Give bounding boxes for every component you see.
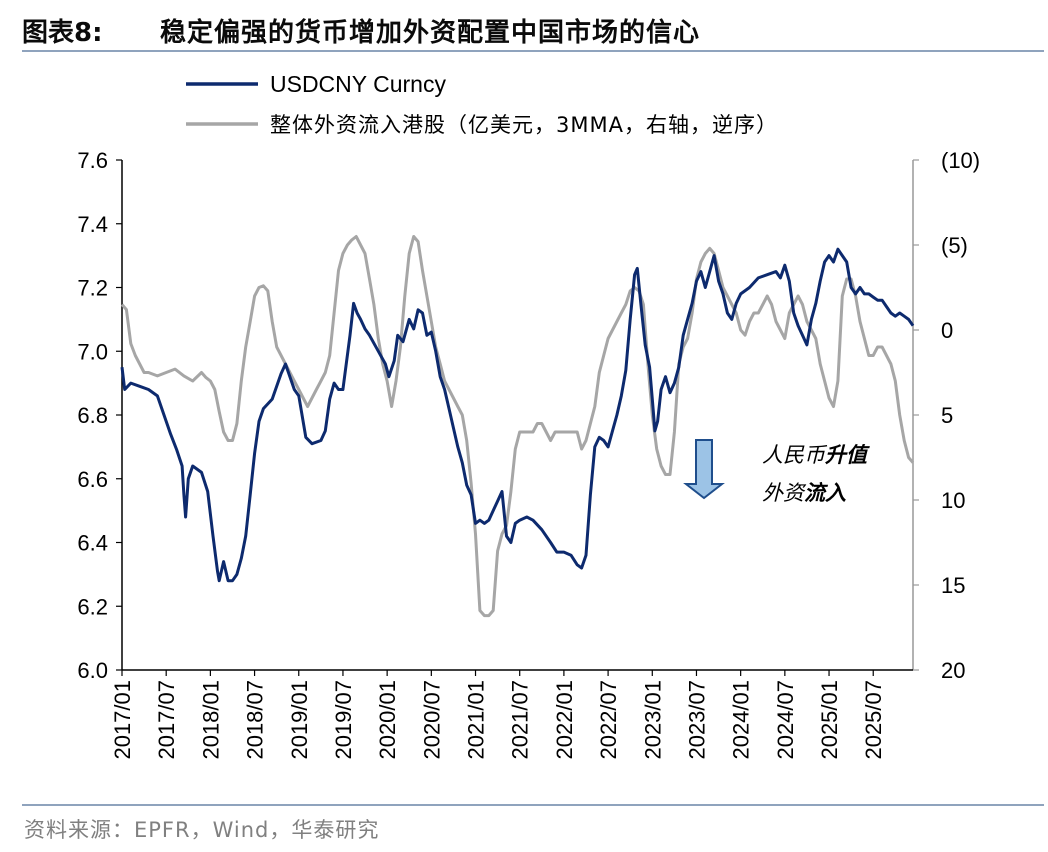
- right-tick-label: (5): [941, 233, 968, 258]
- x-tick-label: 2022/07: [596, 680, 621, 760]
- right-tick-label: (10): [941, 148, 980, 173]
- legend-label-flows: 整体外资流入港股（亿美元，3MMA，右轴，逆序）: [270, 113, 778, 137]
- x-tick-label: 2020/01: [375, 680, 400, 760]
- left-tick-label: 6.8: [77, 403, 108, 428]
- x-tick-label: 2020/07: [419, 680, 444, 760]
- series-line-foreign-flows: [120, 235, 915, 618]
- source-note: 资料来源：EPFR，Wind，华泰研究: [24, 818, 380, 842]
- annotation: 人民币升值 外资流入: [683, 439, 870, 505]
- left-tick-label: 7.6: [77, 148, 108, 173]
- right-tick-label: 0: [941, 318, 953, 343]
- x-tick-label: 2017/01: [110, 680, 135, 760]
- legend-label-usdcny: USDCNY Curncy: [270, 71, 446, 97]
- x-tick-label: 2018/01: [198, 680, 223, 760]
- left-tick-label: 6.6: [77, 467, 108, 492]
- right-tick-label: 20: [941, 658, 965, 683]
- right-tick-label: 5: [941, 403, 953, 428]
- figure-label: 图表8:: [22, 18, 103, 48]
- left-tick-label: 6.0: [77, 658, 108, 683]
- footer-divider: [22, 804, 1044, 806]
- left-tick-label: 6.2: [77, 594, 108, 619]
- x-tick-label: 2025/01: [817, 680, 842, 760]
- x-tick-label: 2023/07: [684, 680, 709, 760]
- series-line-usdcny: [120, 247, 915, 583]
- annotation-line2-bold: 流入: [804, 480, 846, 505]
- x-tick-label: 2017/07: [154, 680, 179, 760]
- left-tick-label: 7.2: [77, 276, 108, 301]
- title-divider: [22, 50, 1044, 52]
- x-tick-label: 2021/07: [508, 680, 533, 760]
- right-tick-label: 10: [941, 488, 965, 513]
- x-tick-label: 2019/07: [331, 680, 356, 760]
- left-tick-label: 7.4: [77, 212, 108, 237]
- x-tick-label: 2024/01: [729, 680, 754, 760]
- annotation-line1-plain: 人民币: [762, 443, 828, 467]
- x-tick-label: 2022/01: [552, 680, 577, 760]
- annotation-line2: 外资流入: [762, 480, 846, 505]
- annotation-line1-bold: 升值: [825, 442, 870, 467]
- legend: USDCNY Curncy 整体外资流入港股（亿美元，3MMA，右轴，逆序）: [186, 71, 778, 137]
- x-tick-label: 2024/07: [773, 680, 798, 760]
- x-tick-label: 2021/01: [464, 680, 489, 760]
- figure-title-row: 图表8: 稳定偏强的货币增加外资配置中国市场的信心: [22, 8, 1042, 48]
- right-tick-label: 15: [941, 573, 965, 598]
- annotation-line2-plain: 外资: [762, 481, 807, 505]
- x-tick-label: 2018/07: [243, 680, 268, 760]
- down-arrow-icon: [683, 439, 725, 500]
- figure-title: 稳定偏强的货币增加外资配置中国市场的信心: [160, 18, 701, 48]
- x-tick-label: 2023/01: [640, 680, 665, 760]
- x-tick-label: 2019/01: [287, 680, 312, 760]
- x-tick-label: 2025/07: [861, 680, 886, 760]
- left-tick-label: 6.4: [77, 531, 108, 556]
- left-tick-label: 7.0: [77, 339, 108, 364]
- annotation-line1: 人民币升值: [762, 442, 870, 467]
